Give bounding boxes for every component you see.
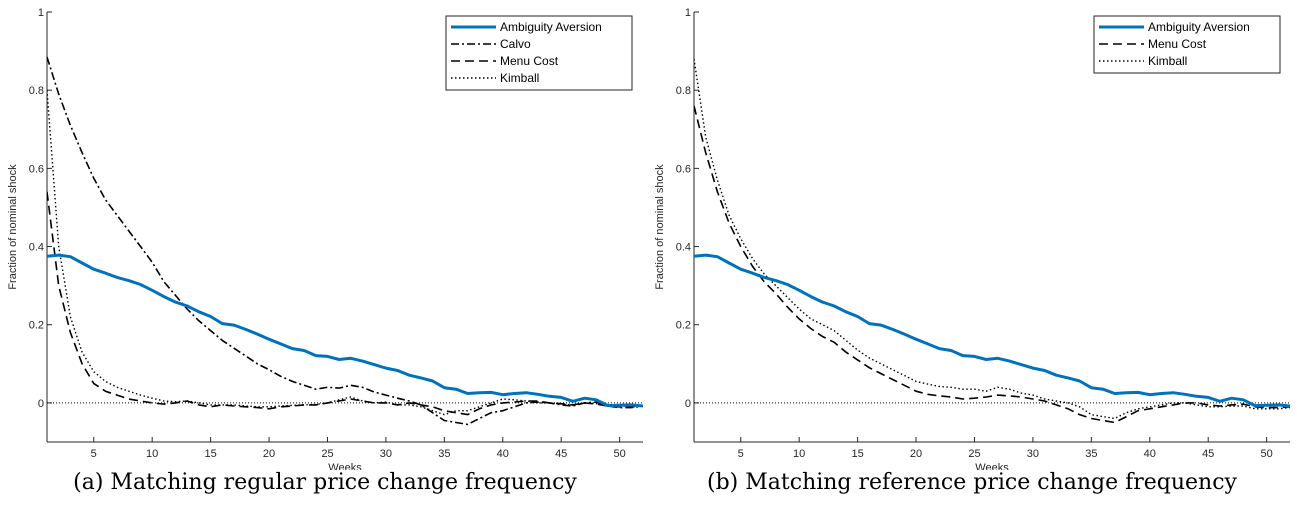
series-line-kimball — [694, 58, 1290, 420]
chart-b: 5 10 15 20 25 30 35 40 45 50 0 0.2 0.4 0.6 0.8 1 Weeks Fr… — [654, 7, 1290, 470]
x-tick-label: 5 — [738, 448, 744, 460]
x-tick-label: 35 — [438, 448, 450, 460]
caption-b: (b) Matching reference price change freq… — [707, 470, 1237, 495]
y-tick-label: 0.4 — [29, 242, 44, 254]
y-tick-label: 1 — [38, 7, 44, 19]
x-tick-label: 45 — [555, 448, 567, 460]
legend-entry-label: Ambiguity Aversion — [1148, 20, 1250, 34]
y-tick-label: 0 — [38, 398, 44, 410]
legend-entry-label: Calvo — [500, 37, 531, 51]
series-line-kimball — [47, 90, 643, 416]
y-tick-label: 0.8 — [29, 85, 44, 97]
x-tick-label: 50 — [1261, 448, 1273, 460]
x-tick-label: 45 — [1202, 448, 1214, 460]
y-tick-label: 0 — [685, 398, 691, 410]
series-line-ambiguity-aversion — [694, 253, 1290, 408]
x-tick-label: 10 — [793, 448, 805, 460]
x-tick-label: 25 — [968, 448, 980, 460]
caption-a: (a) Matching regular price change freque… — [73, 470, 577, 495]
y-tick-label: 0.2 — [29, 320, 44, 332]
x-axis-label: Weeks — [975, 462, 1009, 470]
y-tick-label: 0.4 — [676, 242, 691, 254]
legend-entry-label: Menu Cost — [500, 54, 559, 68]
y-axis-label: Fraction of nominal shock — [7, 164, 19, 290]
x-tick-label: 25 — [321, 448, 333, 460]
series-line-menu-cost — [694, 105, 1290, 424]
x-tick-label: 5 — [91, 448, 97, 460]
chart-panel-b: 5 10 15 20 25 30 35 40 45 50 0 0.2 0.4 0.6 0.8 1 Weeks Fr… — [647, 0, 1297, 525]
x-tick-label: 15 — [851, 448, 863, 460]
legend-entry-label: Ambiguity Aversion — [500, 20, 602, 34]
x-tick-label: 20 — [263, 448, 275, 460]
x-tick-label: 40 — [1144, 448, 1156, 460]
y-axis-label: Fraction of nominal shock — [654, 164, 666, 290]
y-tick-label: 0.6 — [29, 163, 44, 175]
y-tick-label: 1 — [685, 7, 691, 19]
y-tick-label: 0.6 — [676, 163, 691, 175]
legend-entry-label: Kimball — [500, 71, 539, 85]
chart-panel-a: 5 10 15 20 25 30 35 40 45 50 0 0.2 0.4 0.6 0.8 1 Weeks Fr… — [7, 7, 643, 495]
y-tick-label: 0.8 — [676, 85, 691, 97]
x-tick-label: 15 — [204, 448, 216, 460]
x-axis-label: Weeks — [328, 462, 362, 470]
series-line-ambiguity-aversion — [47, 253, 643, 408]
x-tick-label: 40 — [497, 448, 509, 460]
x-tick-label: 20 — [910, 448, 922, 460]
y-tick-label: 0.2 — [676, 320, 691, 332]
series-line-calvo — [47, 56, 643, 426]
legend-entry-label: Menu Cost — [1148, 37, 1207, 51]
chart-a: 5 10 15 20 25 30 35 40 45 50 0 0.2 0.4 0.6 0.8 1 Weeks Fr… — [7, 7, 643, 470]
legend-entry-label: Kimball — [1148, 54, 1187, 68]
x-tick-label: 30 — [380, 448, 392, 460]
series-line-menu-cost — [47, 191, 643, 416]
x-tick-label: 35 — [1085, 448, 1097, 460]
x-tick-label: 10 — [146, 448, 158, 460]
x-tick-label: 30 — [1027, 448, 1039, 460]
x-tick-label: 50 — [614, 448, 626, 460]
